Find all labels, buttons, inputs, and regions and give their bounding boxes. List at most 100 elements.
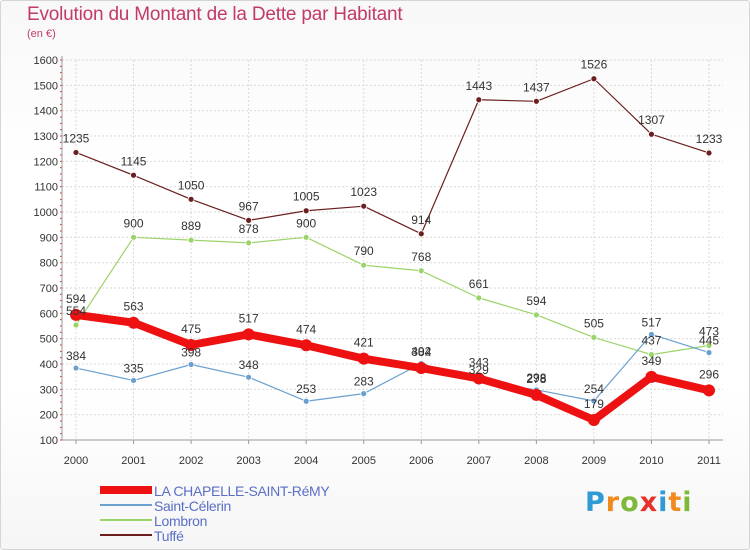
point-label: 179 <box>584 397 604 411</box>
data-point <box>475 96 483 104</box>
point-label: 421 <box>354 336 374 350</box>
point-label: 563 <box>124 300 144 314</box>
data-point <box>645 370 658 383</box>
point-label: 283 <box>354 375 374 389</box>
point-label: 505 <box>584 316 604 330</box>
data-point <box>187 236 195 244</box>
y-tick-label: 1300 <box>34 131 58 143</box>
data-point <box>357 352 370 365</box>
y-tick-label: 200 <box>40 410 58 422</box>
point-label: 1526 <box>581 58 608 72</box>
point-label: 1005 <box>293 190 320 204</box>
data-point <box>185 339 198 351</box>
point-label: 473 <box>699 325 719 339</box>
point-label: 1443 <box>465 79 492 93</box>
data-point <box>242 328 255 341</box>
data-point <box>705 342 713 349</box>
legend-swatch <box>100 504 152 506</box>
legend-label: Lombron <box>154 513 208 529</box>
y-tick-label: 1100 <box>34 182 58 194</box>
point-label: 517 <box>239 311 259 325</box>
point-label: 475 <box>181 322 201 336</box>
point-label: 384 <box>411 345 431 359</box>
proxiti-logo: Proxiti <box>585 487 693 518</box>
point-label: 594 <box>66 292 86 306</box>
x-tick-label: 2007 <box>467 455 491 467</box>
data-point <box>590 397 598 405</box>
y-tick-label: 100 <box>40 435 58 447</box>
y-tick-label: 1000 <box>34 207 58 219</box>
point-label: 554 <box>66 304 86 318</box>
legend-swatch <box>100 486 152 494</box>
x-tick-label: 2003 <box>236 455 260 467</box>
x-tick-label: 2009 <box>582 455 606 467</box>
legend-swatch <box>100 534 152 536</box>
series-line <box>75 236 710 356</box>
y-tick-label: 700 <box>40 283 58 295</box>
point-label: 594 <box>526 294 546 308</box>
logo-letter: i <box>658 487 669 518</box>
point-label: 878 <box>239 222 259 236</box>
point-label: 402 <box>411 344 431 358</box>
data-point <box>130 377 137 384</box>
point-label: 445 <box>699 334 719 348</box>
point-label: 889 <box>181 219 201 233</box>
point-label: 661 <box>469 277 489 291</box>
data-point <box>530 388 543 401</box>
logo-letter: x <box>639 487 659 518</box>
y-tick-label: 400 <box>40 359 58 371</box>
data-point <box>648 351 655 359</box>
x-tick-label: 2006 <box>409 455 433 467</box>
point-label: 1050 <box>178 178 205 192</box>
point-label: 1307 <box>638 113 665 127</box>
data-point <box>590 333 598 341</box>
point-label: 335 <box>124 361 144 375</box>
point-label: 348 <box>239 358 259 372</box>
legend-label: Tuffé <box>154 528 184 544</box>
y-tick-label: 1200 <box>34 156 58 168</box>
data-point <box>302 207 310 215</box>
data-point <box>472 372 485 385</box>
data-point <box>705 149 713 157</box>
legend-label: Saint-Célerin <box>154 498 232 514</box>
data-point <box>648 330 655 338</box>
point-label: 517 <box>641 315 661 329</box>
y-tick-label: 300 <box>40 384 58 396</box>
x-tick-label: 2008 <box>524 455 548 467</box>
data-point <box>187 361 195 368</box>
x-tick-label: 2002 <box>179 455 203 467</box>
data-point <box>417 267 425 275</box>
point-label: 1023 <box>350 185 377 199</box>
point-label: 474 <box>296 322 316 336</box>
x-tick-label: 2001 <box>121 455 145 467</box>
point-label: 384 <box>66 349 86 363</box>
data-point <box>302 397 310 405</box>
data-point <box>187 195 195 203</box>
data-point <box>245 216 253 224</box>
logo-letter: t <box>668 487 683 518</box>
legend-label: LA CHAPELLE-SAINT-RéMY <box>154 483 330 499</box>
point-label: 437 <box>641 334 661 348</box>
logo-letter: i <box>682 487 693 518</box>
data-point <box>72 364 80 372</box>
data-point <box>360 390 368 398</box>
data-point <box>72 321 80 329</box>
y-tick-label: 900 <box>40 232 58 244</box>
data-point <box>360 202 368 210</box>
series-line <box>75 78 710 235</box>
chart-title: Evolution du Montant de la Dette par Hab… <box>27 4 403 25</box>
data-point <box>245 239 253 247</box>
x-tick-label: 2011 <box>697 455 721 467</box>
data-point <box>127 316 140 329</box>
series-line <box>75 333 710 402</box>
data-point <box>72 149 80 156</box>
data-point <box>532 97 540 105</box>
series-line <box>72 310 713 424</box>
point-label: 349 <box>641 354 661 368</box>
y-tick-label: 800 <box>40 258 58 270</box>
point-label: 768 <box>411 250 431 264</box>
data-point <box>648 130 655 138</box>
point-label: 296 <box>699 367 719 381</box>
